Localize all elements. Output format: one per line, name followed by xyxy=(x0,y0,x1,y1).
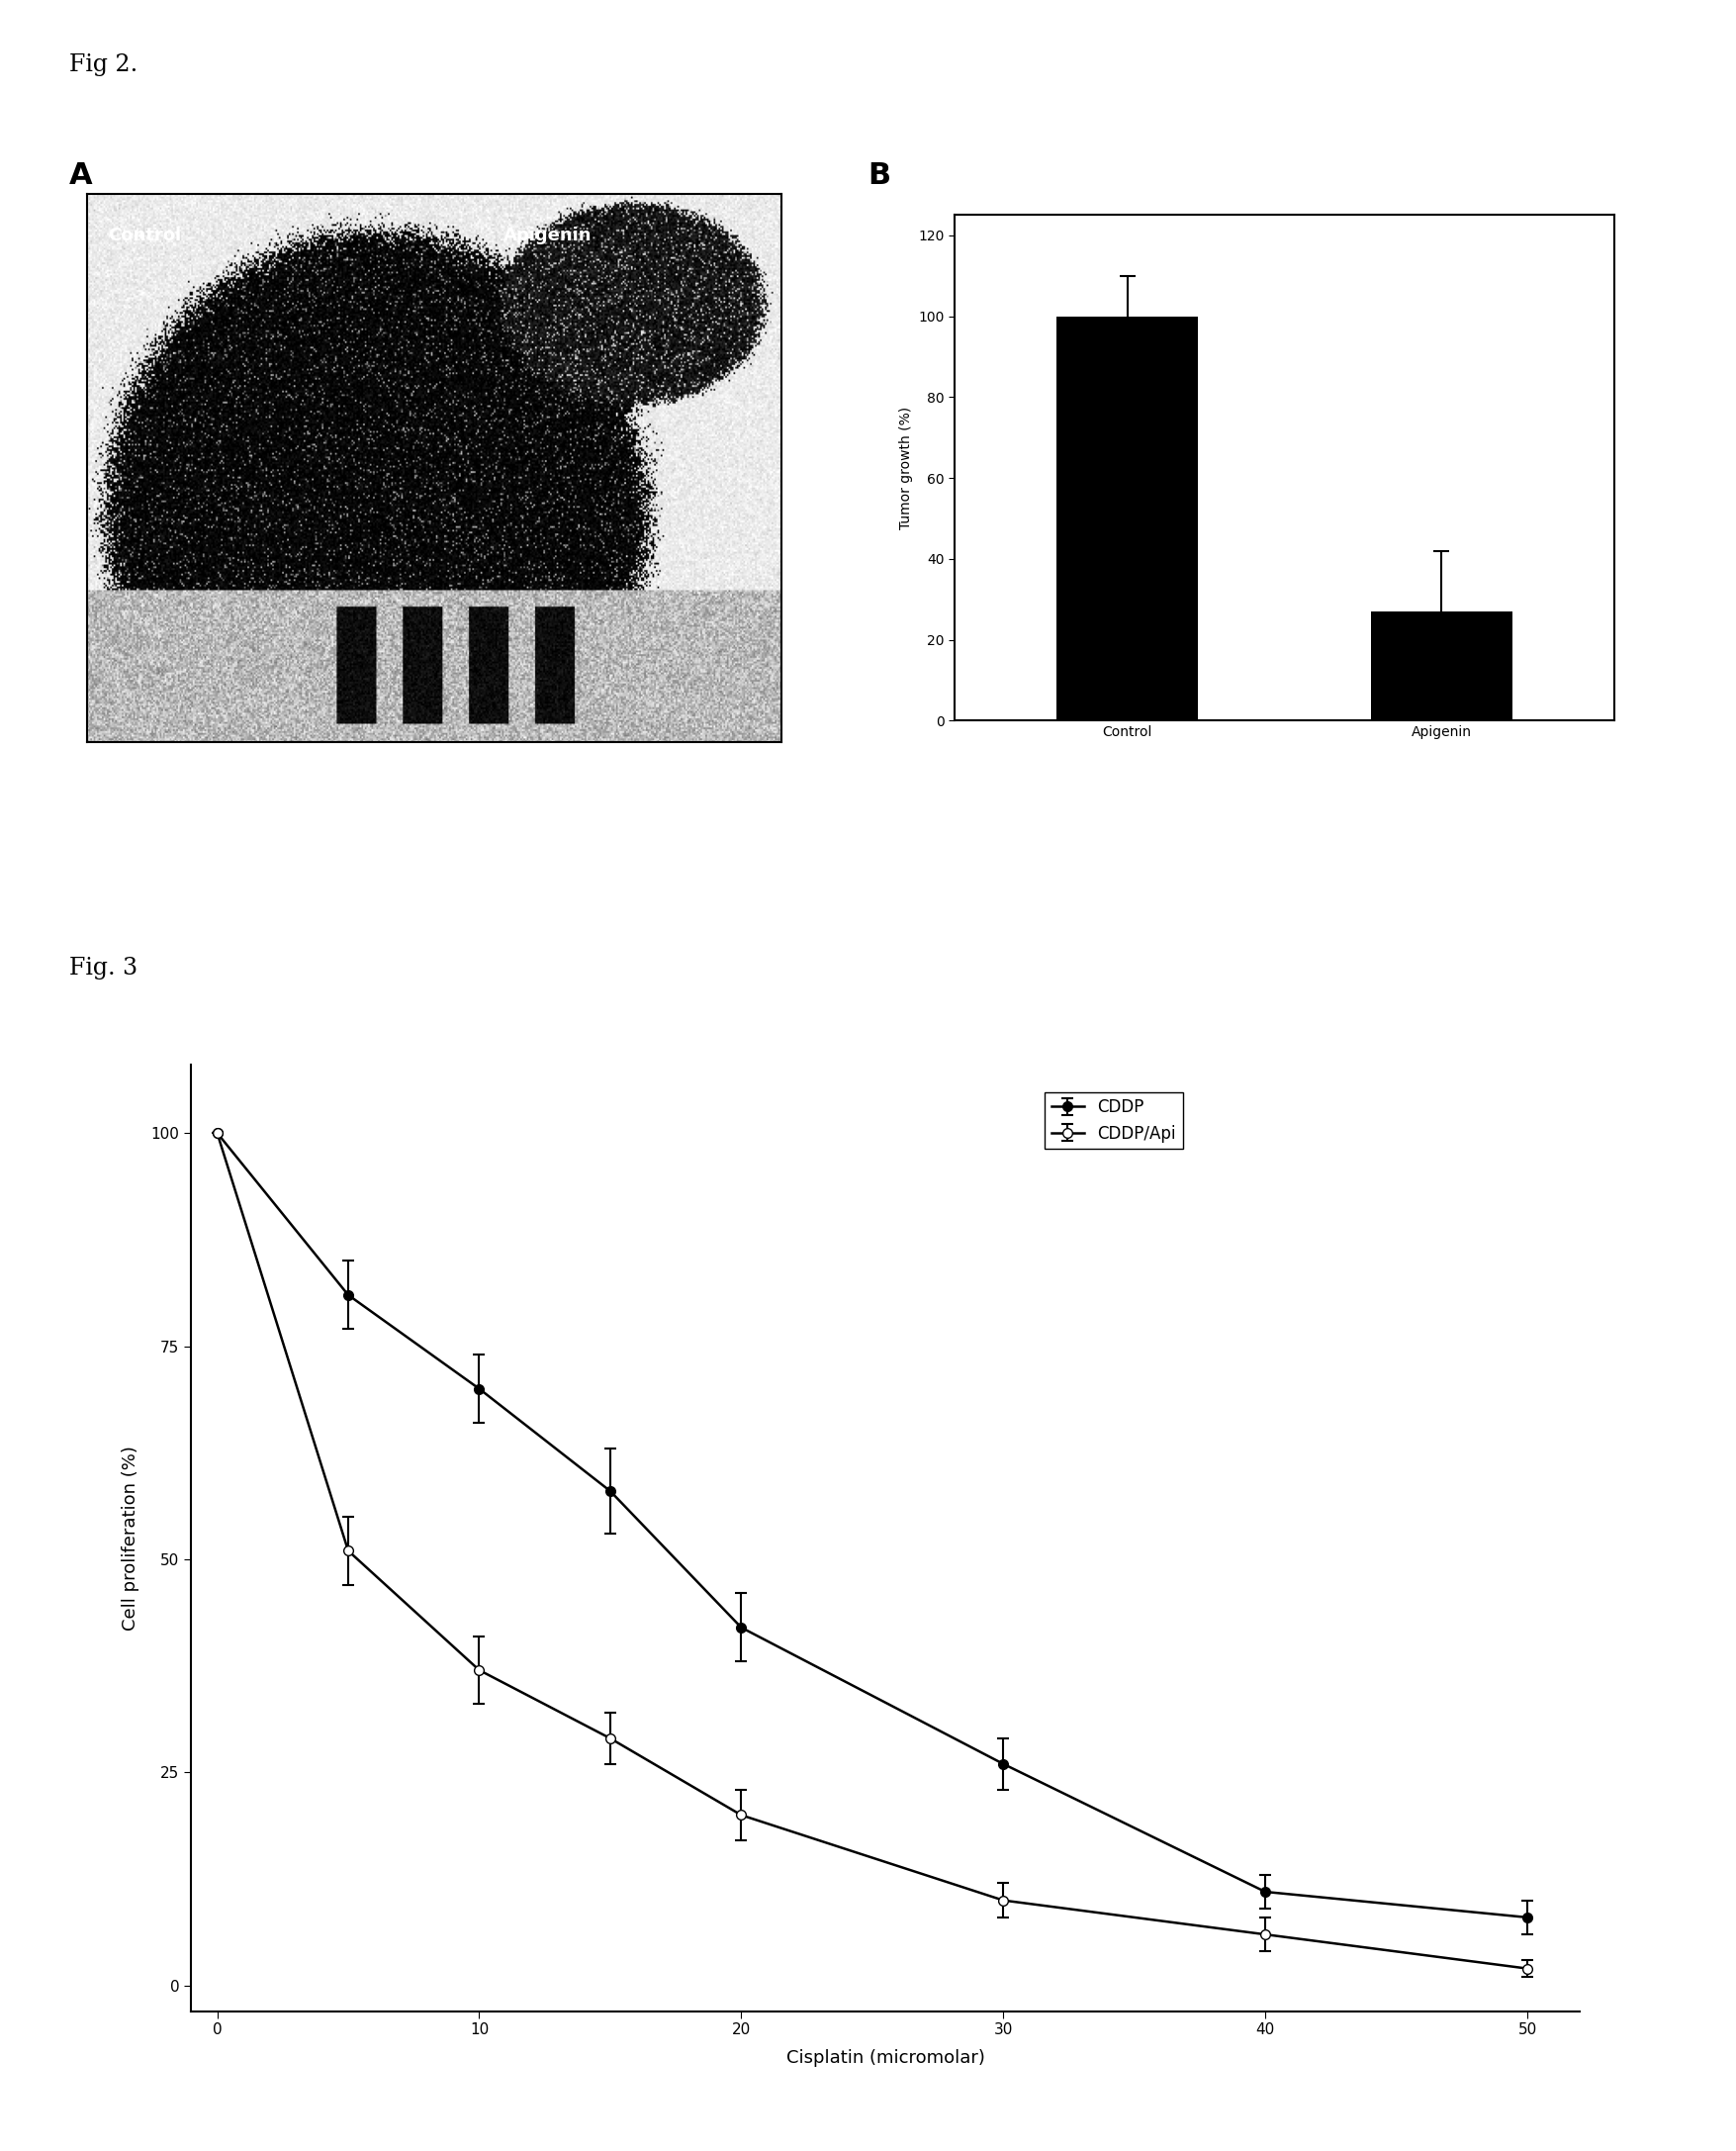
Bar xyxy=(1371,611,1512,721)
Text: Fig 2.: Fig 2. xyxy=(69,54,137,77)
Text: Control: Control xyxy=(108,226,181,245)
Y-axis label: Cell proliferation (%): Cell proliferation (%) xyxy=(122,1445,139,1630)
Text: A: A xyxy=(69,161,92,189)
Text: Apigenin: Apigenin xyxy=(503,226,592,245)
Y-axis label: Tumor growth (%): Tumor growth (%) xyxy=(899,407,913,529)
Legend: CDDP, CDDP/Api: CDDP, CDDP/Api xyxy=(1045,1093,1182,1149)
Text: B: B xyxy=(868,161,891,189)
Bar xyxy=(1057,316,1198,721)
X-axis label: Cisplatin (micromolar): Cisplatin (micromolar) xyxy=(786,2048,984,2067)
Text: Fig. 3: Fig. 3 xyxy=(69,957,137,981)
